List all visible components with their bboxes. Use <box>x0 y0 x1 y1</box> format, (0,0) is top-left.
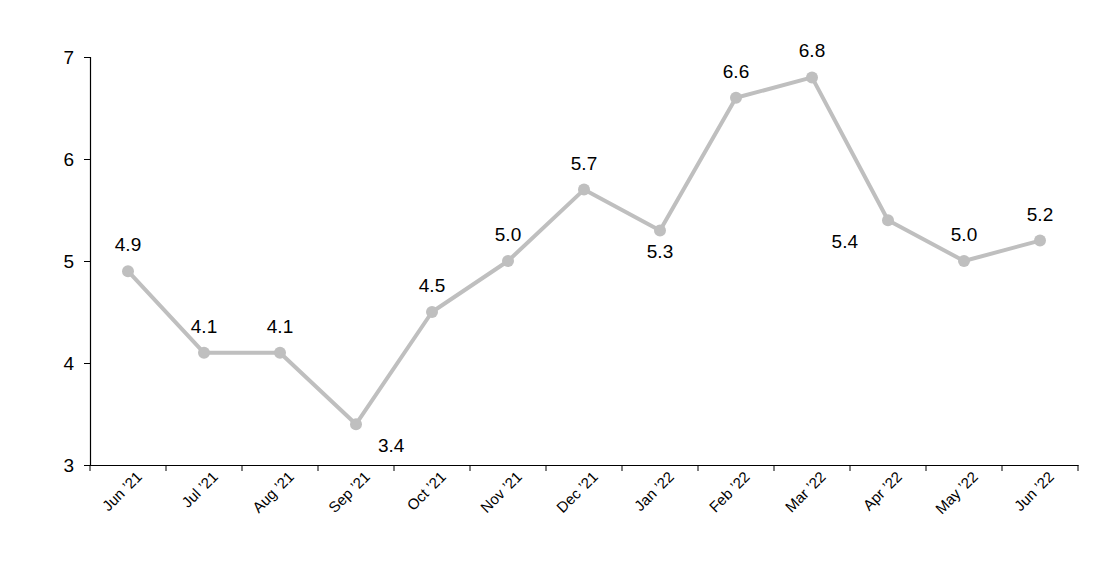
x-tick: Jan ’22 <box>631 465 677 514</box>
marker <box>274 347 286 359</box>
data-label: 4.1 <box>267 316 293 337</box>
data-label: 5.2 <box>1027 204 1053 225</box>
x-tick: Jun ’22 <box>1011 465 1057 514</box>
x-boundary-tick <box>850 465 851 471</box>
y-tick-label: 7 <box>63 47 74 68</box>
x-tick: May ’22 <box>932 465 981 517</box>
x-tick-label: Feb ’22 <box>705 468 752 515</box>
data-label: 5.3 <box>647 241 673 262</box>
y-tick-mark <box>84 57 90 58</box>
x-tick-label: Jun ’22 <box>1011 468 1057 514</box>
data-labels: 4.9 4.1 4.1 3.4 4.5 5.0 5.7 5.3 6.6 6.8 5.4 5.0 5.2 <box>115 40 1053 456</box>
x-tick-label: Jul ’21 <box>178 468 221 511</box>
chart: 3 4 5 6 7 Jun ’21 Jul ’21 Aug ’21 Sep ’21 Oct ’21… <box>0 0 1108 571</box>
y-tick: 6 <box>63 149 90 170</box>
data-label: 6.8 <box>799 40 825 61</box>
data-label: 6.6 <box>723 61 749 82</box>
marker <box>122 265 134 277</box>
marker <box>654 224 666 236</box>
x-tick: Sep ’21 <box>325 465 373 516</box>
marker <box>958 255 970 267</box>
x-tick: Apr ’22 <box>859 465 905 514</box>
x-boundary-tick <box>1002 465 1003 471</box>
marker <box>730 92 742 104</box>
y-tick: 4 <box>63 353 90 374</box>
y-tick-label: 6 <box>63 149 74 170</box>
x-tick-label: Apr ’22 <box>859 468 905 514</box>
x-boundary-tick <box>318 465 319 471</box>
x-tick-label: Sep ’21 <box>325 468 373 516</box>
y-axis-line <box>84 58 91 466</box>
plot-area <box>122 71 1046 430</box>
x-boundary-tick <box>90 465 91 471</box>
x-tick-label: Dec ’21 <box>553 468 601 516</box>
marker <box>578 184 590 196</box>
x-boundary-tick <box>394 465 395 471</box>
series-line <box>128 77 1040 424</box>
x-boundary-tick <box>774 465 775 471</box>
y-axis: 3 4 5 6 7 <box>63 47 90 476</box>
y-tick: 3 <box>63 455 90 476</box>
x-boundary-tick <box>242 465 243 471</box>
y-tick-label: 3 <box>63 455 74 476</box>
data-label: 3.4 <box>378 435 405 456</box>
marker <box>426 306 438 318</box>
y-tick-mark <box>84 159 90 160</box>
data-label: 5.0 <box>951 224 977 245</box>
y-tick-mark <box>84 465 90 466</box>
data-label: 5.7 <box>571 153 597 174</box>
x-axis-line <box>91 465 1079 466</box>
x-tick-label: Jan ’22 <box>631 468 677 514</box>
data-label: 4.9 <box>115 234 141 255</box>
x-tick: Feb ’22 <box>705 465 752 515</box>
y-tick-label: 4 <box>63 353 74 374</box>
x-tick-label: Mar ’22 <box>782 468 829 515</box>
data-label: 5.4 <box>832 231 859 252</box>
y-tick: 7 <box>63 47 90 68</box>
marker <box>806 71 818 83</box>
x-tick: Mar ’22 <box>782 465 829 515</box>
x-tick-label: Aug ’21 <box>249 468 297 516</box>
x-boundary-tick <box>1078 465 1079 471</box>
x-tick: Nov ’21 <box>477 465 525 516</box>
x-boundary-tick <box>470 465 471 471</box>
x-boundary-tick <box>546 465 547 471</box>
x-boundary-tick <box>698 465 699 471</box>
marker <box>502 255 514 267</box>
x-tick: Jul ’21 <box>178 465 221 511</box>
x-boundary-tick <box>166 465 167 471</box>
y-tick-mark <box>84 261 90 262</box>
x-tick: Jun ’21 <box>99 465 145 514</box>
x-tick: Dec ’21 <box>553 465 601 516</box>
x-tick-label: May ’22 <box>932 468 981 517</box>
data-label: 4.1 <box>191 316 217 337</box>
x-boundary-tick <box>622 465 623 471</box>
data-label: 5.0 <box>495 224 521 245</box>
x-axis: Jun ’21 Jul ’21 Aug ’21 Sep ’21 Oct ’21 Nov ’… <box>90 465 1079 517</box>
x-tick: Oct ’21 <box>403 465 449 514</box>
marker <box>198 347 210 359</box>
y-tick-label: 5 <box>63 251 74 272</box>
data-label: 4.5 <box>419 275 445 296</box>
x-boundary-tick <box>926 465 927 471</box>
marker <box>350 418 362 430</box>
y-tick: 5 <box>63 251 90 272</box>
marker <box>1034 235 1046 247</box>
x-tick-label: Nov ’21 <box>477 468 525 516</box>
marker <box>882 214 894 226</box>
y-tick-mark <box>84 363 90 364</box>
x-tick-label: Jun ’21 <box>99 468 145 514</box>
x-tick: Aug ’21 <box>249 465 297 516</box>
x-tick-label: Oct ’21 <box>403 468 449 514</box>
